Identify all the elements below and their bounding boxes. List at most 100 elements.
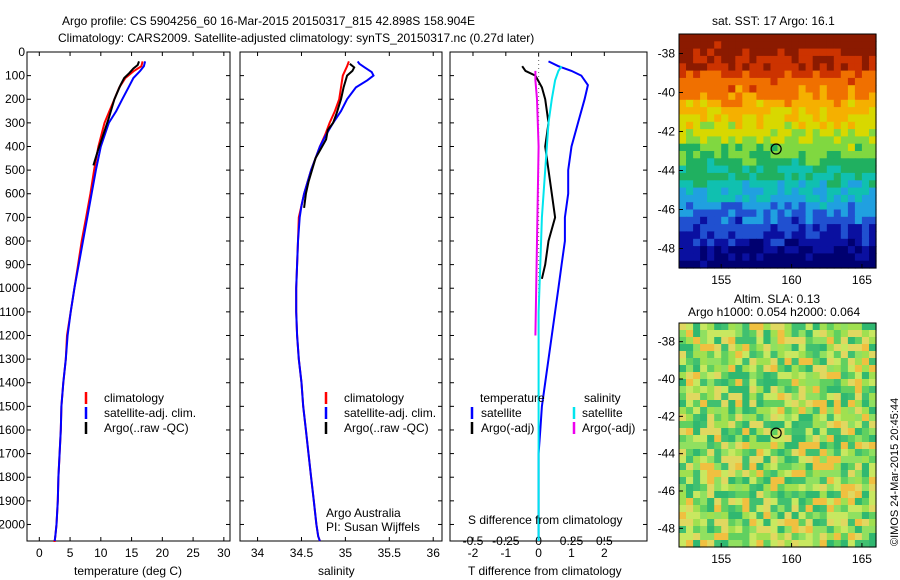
map-cell xyxy=(728,246,736,254)
map-cell xyxy=(805,180,814,189)
map-cell xyxy=(861,114,870,123)
map-cell xyxy=(833,449,842,457)
map-cell xyxy=(770,470,779,478)
map-cell xyxy=(784,442,793,450)
map-cell xyxy=(749,533,757,541)
map-cell xyxy=(679,41,687,50)
map-cell xyxy=(791,260,800,269)
map-cell xyxy=(693,449,701,457)
map-cell xyxy=(707,114,715,123)
map-cell xyxy=(749,428,757,436)
map-cell xyxy=(805,491,814,499)
map-cell xyxy=(749,172,757,181)
map-cell xyxy=(686,209,694,218)
map-cell xyxy=(826,99,835,108)
map-cell xyxy=(847,337,856,345)
map-cell xyxy=(784,216,793,225)
y-tick-label: 200 xyxy=(5,92,25,106)
map-cell xyxy=(854,540,863,548)
map-cell xyxy=(742,121,750,130)
map-cell xyxy=(700,85,708,94)
map-cell xyxy=(854,92,863,101)
map-cell xyxy=(791,216,800,225)
map-cell xyxy=(707,55,715,64)
title-line-2: Climatology: CARS2009. Satellite-adjuste… xyxy=(58,31,535,45)
map-cell xyxy=(854,194,863,203)
map-cell xyxy=(700,484,708,492)
map-cell xyxy=(714,187,722,196)
map-cell xyxy=(735,351,743,359)
map-cell xyxy=(791,477,800,485)
map-cell xyxy=(763,407,771,415)
map-cell xyxy=(721,202,729,211)
map-cell xyxy=(707,85,715,94)
map-cell xyxy=(700,330,708,338)
map-cell xyxy=(770,533,779,541)
map-cell xyxy=(847,114,856,123)
map-cell xyxy=(847,505,856,513)
map-cell xyxy=(770,63,779,72)
map-cell xyxy=(869,463,877,471)
map-cell xyxy=(735,386,743,394)
map-cell xyxy=(819,463,828,471)
map-cell xyxy=(784,365,793,373)
map-cell xyxy=(812,400,821,408)
map-frame xyxy=(678,322,877,548)
map-cell xyxy=(686,344,694,352)
map-cell xyxy=(749,323,757,331)
map-cell xyxy=(826,48,835,57)
map-cell xyxy=(869,533,877,541)
map-cell xyxy=(840,172,849,181)
map-cell xyxy=(728,209,736,218)
map-cell xyxy=(798,77,807,86)
map-cell xyxy=(798,202,807,211)
map-cell xyxy=(693,372,701,380)
map-cell xyxy=(714,172,722,181)
map-cell xyxy=(861,470,870,478)
map-cell xyxy=(728,505,736,513)
x-top-tick-label: -0.5 xyxy=(463,534,484,548)
map-cell xyxy=(714,158,722,167)
map-cell xyxy=(826,498,835,506)
map-cell xyxy=(826,63,835,72)
map-cell xyxy=(728,379,736,387)
map-cell xyxy=(869,358,877,366)
map-cell xyxy=(847,85,856,94)
map-cell xyxy=(805,216,814,225)
map-cell xyxy=(770,77,779,86)
map-cell xyxy=(805,172,814,181)
map-cell xyxy=(735,477,743,485)
map-cell xyxy=(770,121,779,130)
map-cell xyxy=(686,379,694,387)
map-cell xyxy=(679,77,687,86)
map-cell xyxy=(861,323,870,331)
map-cell xyxy=(756,209,764,218)
map-cell xyxy=(833,92,842,101)
map-cell xyxy=(763,463,771,471)
map-cell xyxy=(791,143,800,152)
map-cell xyxy=(763,48,771,57)
map-cell xyxy=(805,151,814,159)
map-cell xyxy=(763,526,771,534)
map-cell xyxy=(791,70,800,79)
map-cell xyxy=(840,216,849,225)
map-cell xyxy=(742,224,750,232)
map-cell xyxy=(700,463,708,471)
map-cell xyxy=(826,407,835,415)
map-cell xyxy=(742,330,750,338)
map-cell xyxy=(763,323,771,331)
map-cell xyxy=(714,449,722,457)
map-cell xyxy=(679,224,687,232)
map-cell xyxy=(721,463,729,471)
map-cell xyxy=(784,386,793,394)
map-cell xyxy=(707,477,715,485)
map-cell xyxy=(728,231,736,240)
map-cell xyxy=(770,337,779,345)
map-cell xyxy=(679,85,687,94)
map-y-tick-label: -46 xyxy=(658,203,676,217)
map-cell xyxy=(721,365,729,373)
map-cell xyxy=(679,143,687,152)
map-cell xyxy=(728,260,736,269)
map-cell xyxy=(763,400,771,408)
map-cell xyxy=(854,55,863,64)
